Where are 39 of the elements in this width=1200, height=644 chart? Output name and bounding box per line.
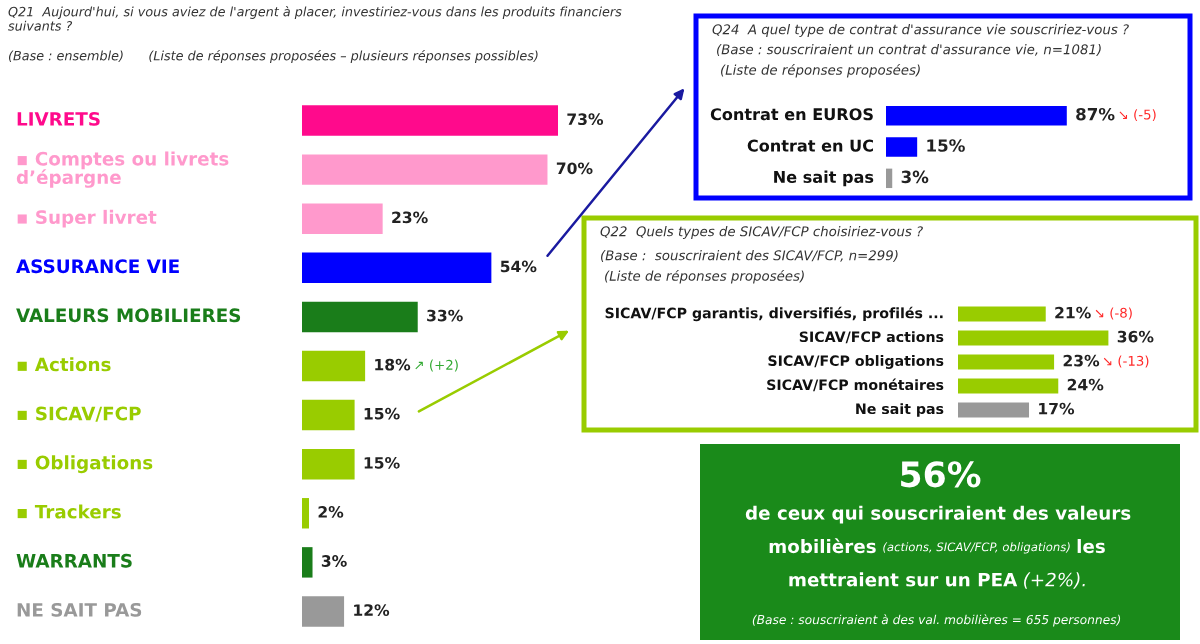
bar <box>302 203 383 234</box>
bar <box>302 154 548 185</box>
text: de ceux qui souscriraient des valeurs <box>745 505 1131 524</box>
y-tick-label: Contrat en EUROS <box>710 108 873 121</box>
bar <box>302 252 492 284</box>
y-tick-label: ▪ Actions <box>17 357 111 372</box>
text: 56% <box>901 461 981 488</box>
bar <box>302 596 345 627</box>
y-tick-label: ▪ Obligations <box>17 455 153 474</box>
y-tick-label: ASSURANCE VIE <box>16 259 179 274</box>
y-tick-label: ▪ Trackers <box>17 504 121 519</box>
y-tick-label: ▪ Comptes ou livrets d’épargne <box>16 151 229 188</box>
text: (+2%). <box>1024 572 1085 589</box>
text: mobilières <box>769 538 876 554</box>
y-tick-label: Ne sait pas <box>774 170 874 187</box>
bar <box>302 105 558 136</box>
data-label: 3% <box>901 170 929 184</box>
y-tick-label: WARRANTS <box>16 553 132 568</box>
bar <box>302 547 313 578</box>
text: mettraient sur un PEA <box>789 572 1018 587</box>
data-label: 15% <box>927 139 965 152</box>
bar <box>302 498 310 529</box>
text: les <box>1077 539 1105 554</box>
bar <box>958 354 1055 370</box>
bar <box>958 306 1046 322</box>
bar <box>958 402 1030 418</box>
y-tick-label: VALEURS MOBILIERES <box>16 308 241 323</box>
y-tick-label: ▪ Super livret <box>17 209 157 228</box>
y-tick-label: Contrat en UC <box>747 139 873 152</box>
data-label: 87% <box>1076 107 1115 121</box>
bar <box>302 350 366 382</box>
y-tick-label: NE SAIT PAS <box>17 602 142 617</box>
bar <box>958 330 1109 346</box>
y-tick-label: ▪ SICAV/FCP <box>17 406 141 422</box>
bar <box>302 448 355 480</box>
bar <box>958 378 1059 394</box>
bar <box>302 399 355 431</box>
bar <box>302 301 418 333</box>
y-tick-label: LIVRETS <box>17 112 100 126</box>
